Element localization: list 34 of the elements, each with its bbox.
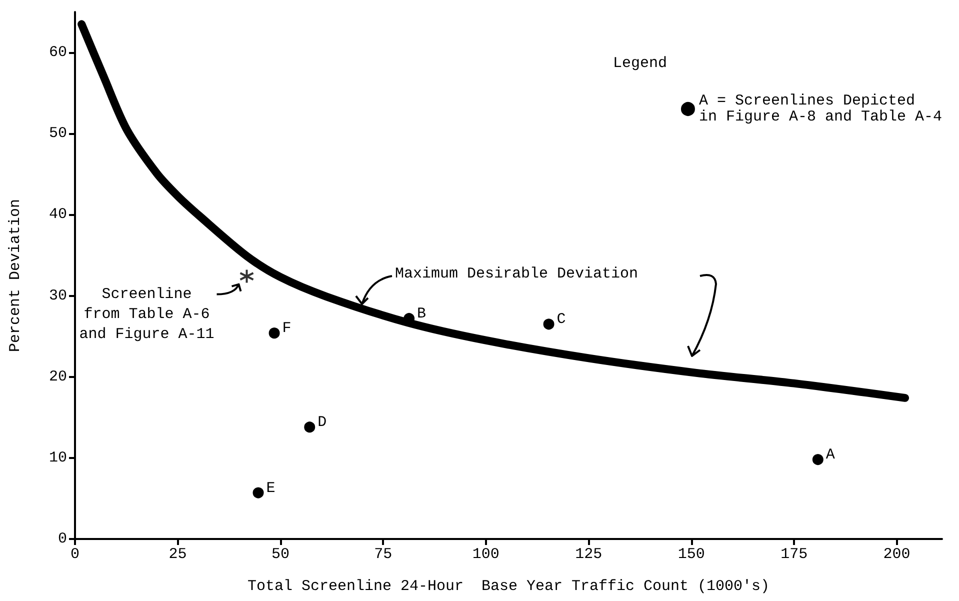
- annotation: D: [318, 414, 327, 432]
- x-tick-label: 175: [780, 546, 808, 563]
- legend-title: Legend: [612, 55, 668, 72]
- y-tick-label: 20: [48, 368, 67, 386]
- point: [268, 328, 280, 339]
- x-tick-label: 50: [271, 546, 290, 563]
- y-tick-label: 40: [48, 206, 67, 224]
- x-tick-label: 75: [374, 546, 392, 563]
- x-tick-label: 125: [575, 546, 602, 563]
- annotation: A: [826, 446, 835, 464]
- text: Maximum Desirable Deviation: [395, 266, 638, 282]
- point: [252, 487, 264, 498]
- annotation: C: [556, 311, 566, 328]
- y-tick-label: 60: [48, 44, 67, 62]
- point: [239, 268, 254, 284]
- y-tick-label: 0: [58, 530, 67, 548]
- y-tick-label: 10: [48, 449, 67, 466]
- annotation: Screenline from Table A-6 and Figure A-11: [79, 286, 214, 343]
- x-tick-label: 200: [883, 546, 910, 563]
- point: [812, 454, 824, 466]
- x-tick-label: 0: [70, 546, 80, 563]
- x-tick-label: 100: [472, 546, 500, 563]
- x-tick-label: 25: [168, 546, 187, 563]
- y-tick-label: 30: [48, 287, 67, 304]
- x-tick-label: 150: [678, 546, 705, 563]
- point: [304, 422, 316, 433]
- x-axis-title: Total Screenline 24-Hour Base Year Traffic Count (1000's): [247, 578, 770, 595]
- legend-label: A = Screenlines Depicted in Figure A-8 and Table A-4: [698, 92, 942, 126]
- annotation: B: [417, 305, 426, 322]
- annotation: F: [282, 320, 292, 338]
- annotation: E: [266, 480, 276, 497]
- y-axis-title: Percent Deviation: [7, 198, 24, 352]
- point: [543, 318, 554, 330]
- y-tick-label: 50: [48, 125, 67, 142]
